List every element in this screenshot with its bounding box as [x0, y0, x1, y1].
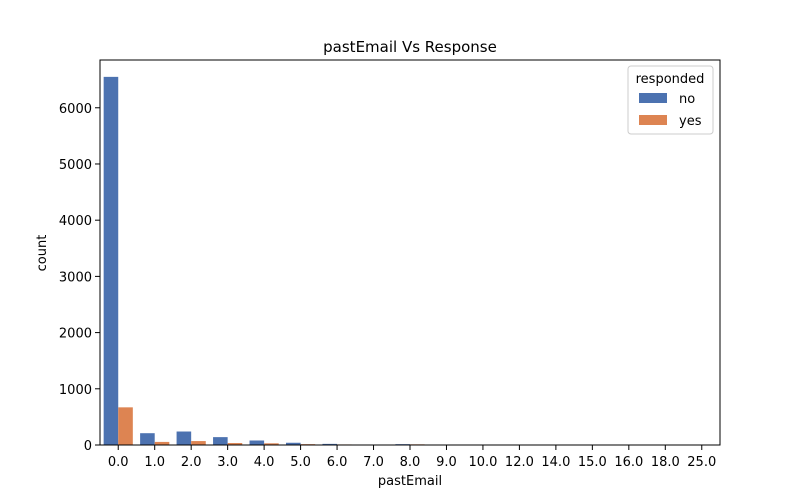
x-tick-label: 2.0 — [181, 455, 202, 470]
bar-no-1.0 — [140, 433, 155, 445]
y-axis-label: count — [35, 235, 50, 272]
y-tick-label: 1000 — [59, 383, 92, 398]
x-tick-label: 9.0 — [436, 455, 457, 470]
x-axis: 0.0 1.0 2.0 3.0 4.0 5.0 6.0 7.0 8.0 9.0 10.0 12.0 14… — [108, 445, 716, 470]
y-tick-label: 6000 — [59, 102, 92, 117]
x-tick-label: 18.0 — [651, 455, 680, 470]
x-tick-label: 15.0 — [578, 455, 607, 470]
legend-label-yes: yes — [679, 114, 702, 129]
bar-no-2.0 — [176, 431, 192, 445]
bar-no-6.0 — [322, 443, 338, 445]
legend: responded no yes — [627, 65, 714, 135]
bar-yes-2.0 — [191, 441, 206, 445]
x-tick-label: 6.0 — [327, 455, 348, 470]
bar-no-5.0 — [286, 442, 301, 445]
x-tick-label: 3.0 — [217, 455, 238, 470]
y-axis: 0 1000 2000 3000 4000 5000 6000 — [59, 102, 100, 454]
bar-no-0.0 — [103, 76, 119, 445]
x-tick-label: 5.0 — [290, 455, 311, 470]
x-tick-label: 1.0 — [144, 455, 165, 470]
bar-yes-0.0 — [118, 407, 133, 445]
bar-yes-1.0 — [154, 441, 170, 445]
legend-swatch-no — [639, 93, 667, 103]
bar-yes-3.0 — [227, 443, 243, 445]
x-tick-label: 7.0 — [363, 455, 384, 470]
bar-no-3.0 — [213, 437, 228, 445]
plot-frame — [99, 59, 721, 446]
x-tick-label: 14.0 — [541, 455, 570, 470]
bar-no-4.0 — [249, 440, 265, 445]
y-tick-label: 4000 — [59, 214, 92, 229]
x-axis-label: pastEmail — [378, 474, 442, 489]
x-tick-label: 0.0 — [108, 455, 129, 470]
legend-label-no: no — [679, 92, 695, 107]
bar-yes-4.0 — [264, 443, 279, 445]
x-tick-label: 4.0 — [254, 455, 275, 470]
x-tick-label: 25.0 — [687, 455, 716, 470]
bars-group — [103, 76, 702, 445]
y-tick-label: 3000 — [59, 270, 92, 285]
y-tick-label: 0 — [84, 439, 92, 454]
x-tick-label: 10.0 — [468, 455, 497, 470]
x-tick-label: 16.0 — [614, 455, 643, 470]
y-tick-label: 5000 — [59, 158, 92, 173]
y-tick-label: 2000 — [59, 327, 92, 342]
legend-title: responded — [636, 72, 705, 87]
x-tick-label: 12.0 — [505, 455, 534, 470]
legend-swatch-yes — [639, 115, 667, 125]
x-tick-label: 8.0 — [400, 455, 421, 470]
chart-title: pastEmail Vs Response — [323, 38, 497, 56]
